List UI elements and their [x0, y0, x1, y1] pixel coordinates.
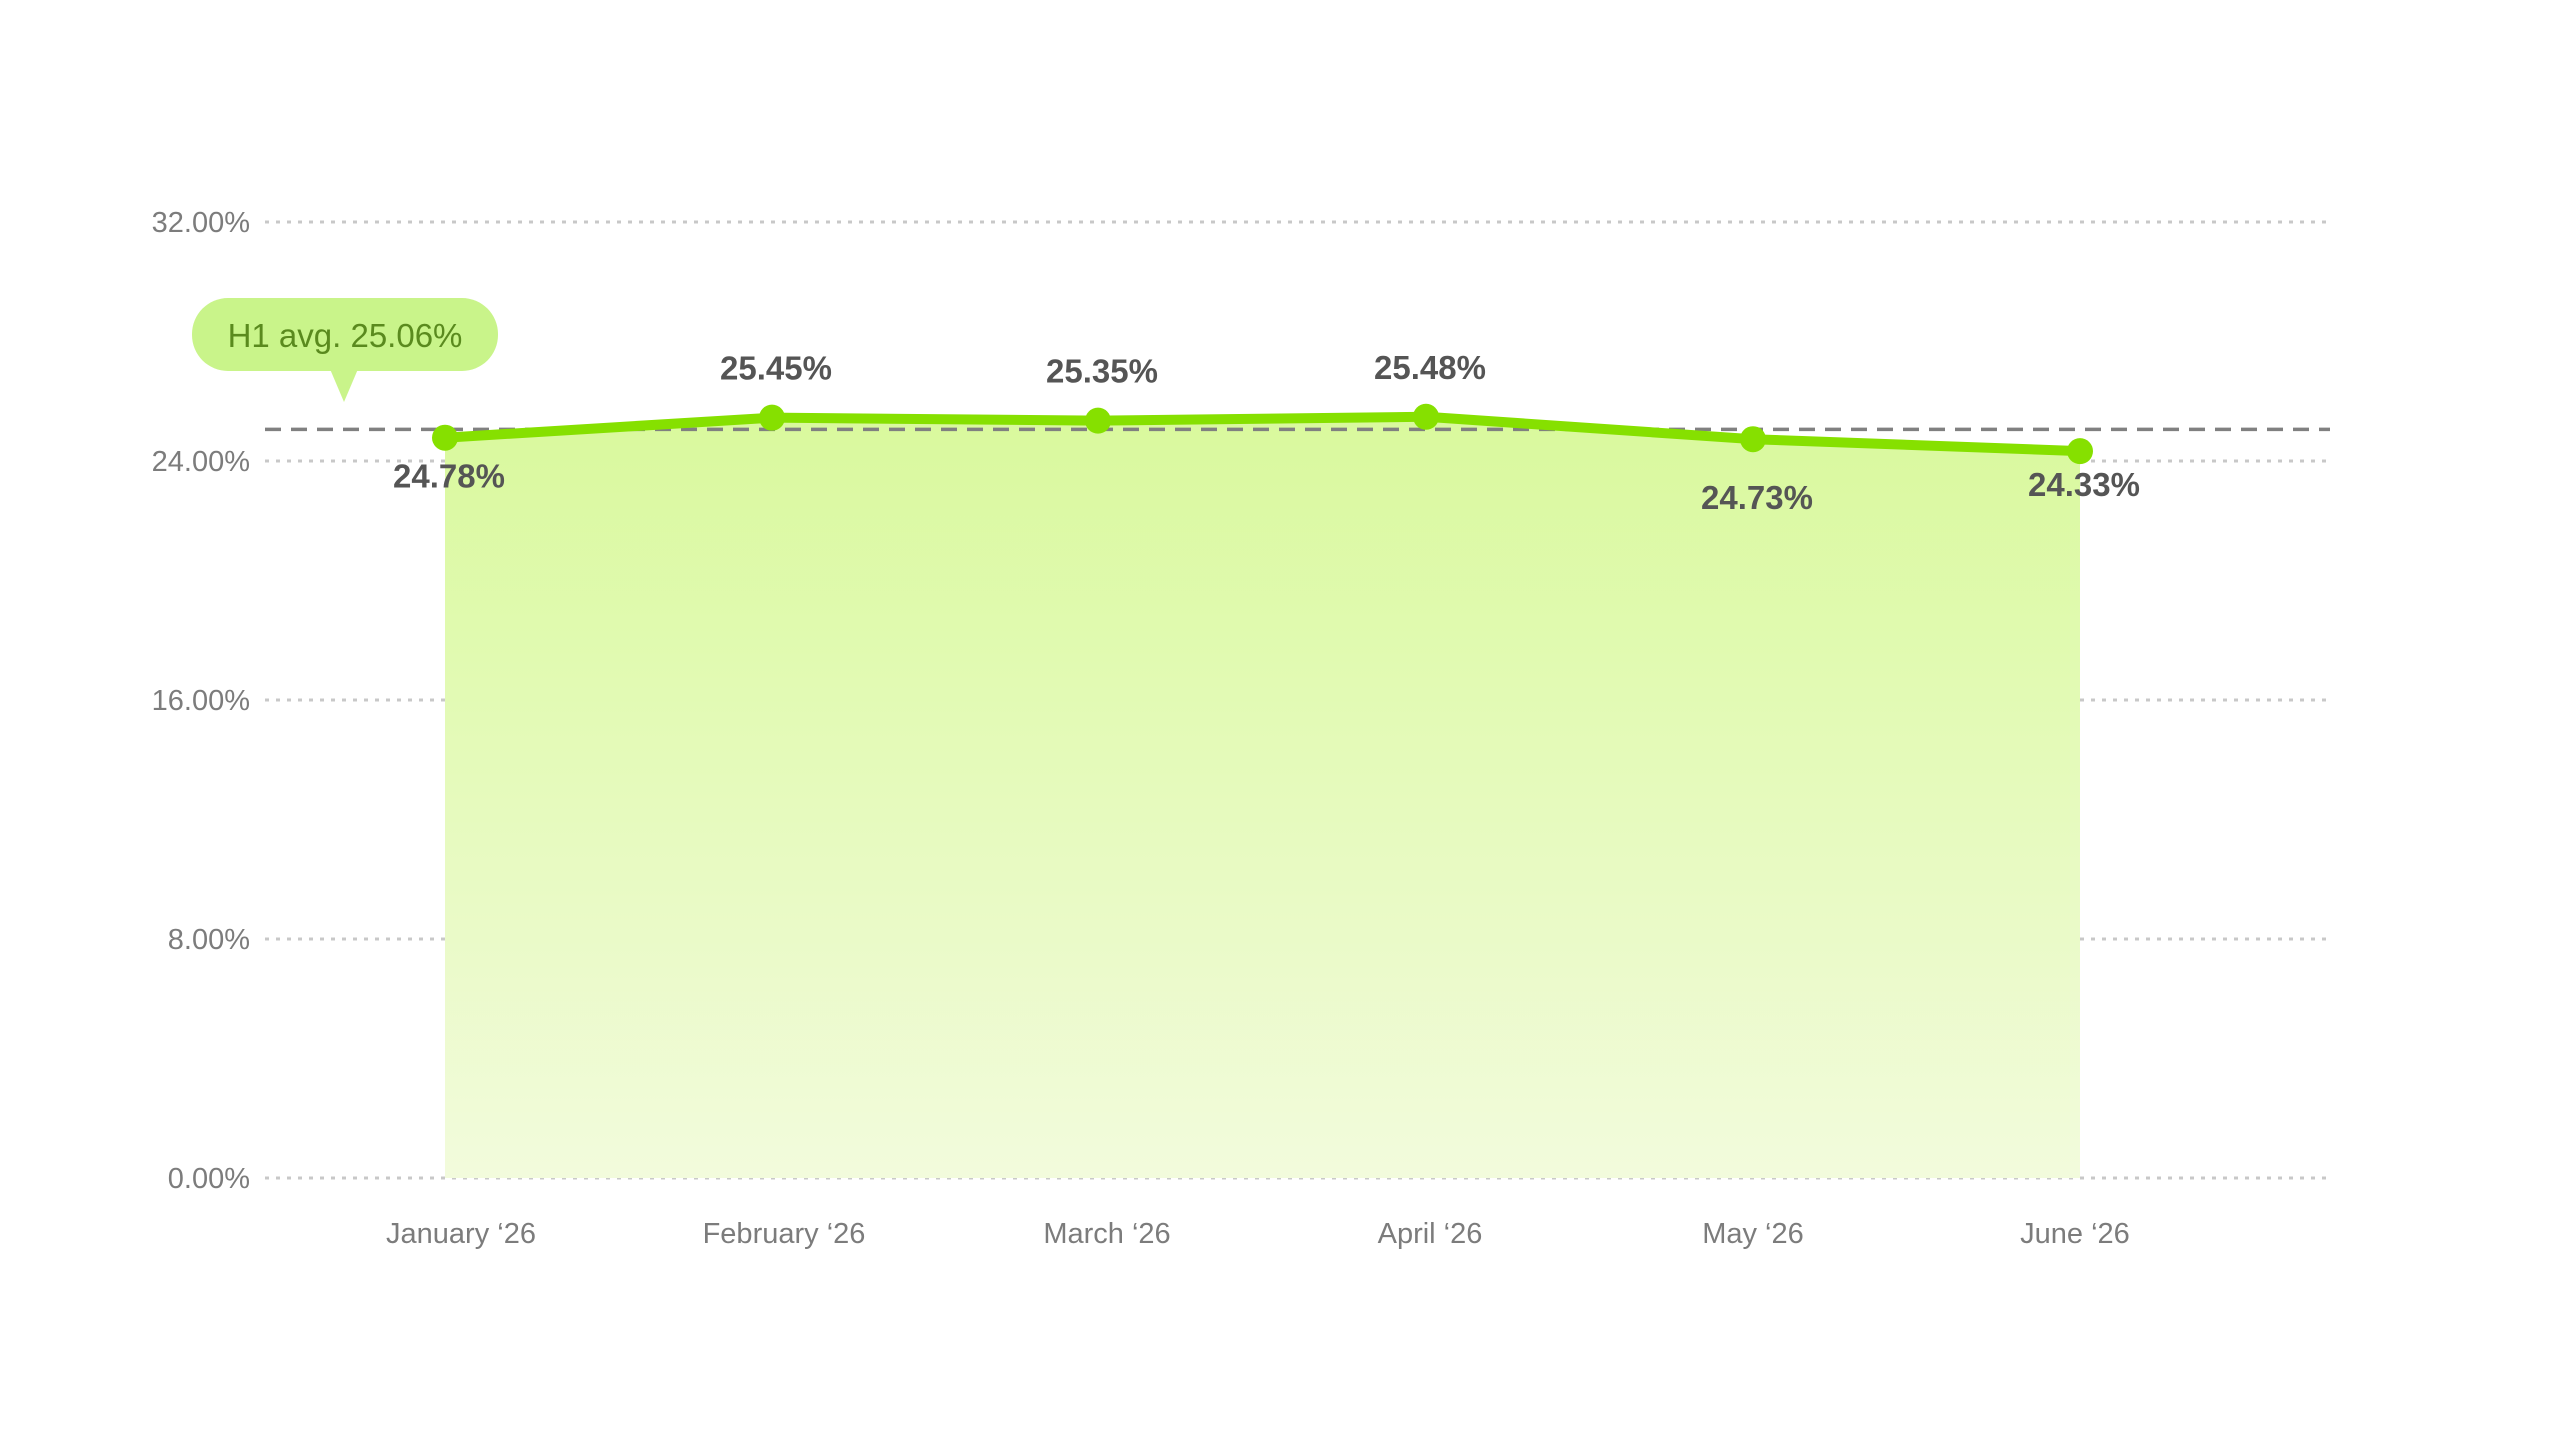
data-label: 25.35%: [1046, 353, 1158, 390]
y-tick-label: 32.00%: [152, 207, 250, 239]
data-point: [2067, 438, 2093, 465]
data-label: 24.73%: [1701, 479, 1813, 516]
data-label: 24.33%: [2028, 466, 2140, 503]
average-reference: H1 avg. 25.06%: [192, 298, 2330, 432]
data-point: [432, 424, 458, 451]
x-tick-label: March ‘26: [1043, 1218, 1170, 1250]
data-label: 25.45%: [720, 350, 832, 387]
x-tick-label: May ‘26: [1702, 1218, 1804, 1250]
area-fill: [445, 416, 2080, 1178]
y-tick-label: 24.00%: [152, 446, 250, 478]
data-point: [759, 404, 785, 431]
average-badge-pointer: [330, 369, 358, 402]
average-badge: H1 avg. 25.06%: [192, 298, 498, 402]
data-point: [1085, 407, 1111, 434]
data-point: [1413, 403, 1439, 430]
y-tick-label: 0.00%: [168, 1163, 250, 1195]
x-tick-label: February ‘26: [703, 1218, 866, 1250]
data-points: [432, 403, 2093, 465]
average-label: H1 avg. 25.06%: [228, 317, 463, 354]
series-line: [440, 411, 2085, 457]
y-axis: 0.00% 8.00% 16.00% 24.00% 32.00%: [152, 207, 250, 1195]
y-tick-label: 8.00%: [168, 924, 250, 956]
area-path: [445, 416, 2080, 1178]
data-label: 25.48%: [1374, 349, 1486, 386]
y-tick-label: 16.00%: [152, 685, 250, 717]
data-label: 24.78%: [393, 458, 505, 495]
data-labels: 24.78% 25.45% 25.35% 25.48% 24.73% 24.33%: [393, 349, 2140, 516]
x-tick-label: April ‘26: [1378, 1218, 1483, 1250]
x-tick-label: January ‘26: [386, 1218, 536, 1250]
x-axis: January ‘26 February ‘26 March ‘26 April ‘2…: [386, 1218, 2130, 1250]
average-badge-bg: [192, 298, 498, 371]
series-polyline: [440, 411, 2085, 457]
data-point: [1740, 426, 1766, 453]
x-tick-label: June ‘26: [2020, 1218, 2130, 1250]
